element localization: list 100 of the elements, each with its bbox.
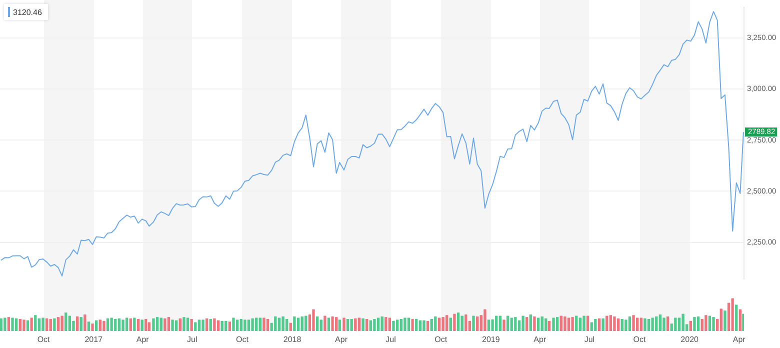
bar [247,320,250,331]
bar [491,319,494,331]
bar [274,316,277,331]
bar [148,322,150,331]
bar [369,320,372,331]
bar [644,318,646,331]
x-tick-label: 2018 [283,335,302,344]
bar [278,318,281,331]
bar [373,319,376,331]
bar [613,316,616,331]
bar [388,318,392,331]
bar [578,318,582,331]
bar [22,320,26,331]
bar [434,316,437,331]
bar [140,320,144,331]
x-tick-label: Jul [386,335,396,344]
bar [556,317,559,331]
bar [209,319,212,331]
x-tick-label: Oct [37,335,51,344]
bar [213,318,216,331]
bar [354,318,357,331]
bar [460,316,464,331]
bar [167,317,170,331]
bar [606,316,608,331]
bar [464,314,468,331]
bar [114,319,117,331]
bar [122,320,124,331]
bar [655,316,658,331]
x-tick-label: Oct [434,335,448,344]
bar [678,318,681,331]
bar [575,316,578,331]
bar [258,318,262,331]
bar [34,315,37,331]
bar [624,320,628,331]
bar [472,316,475,331]
bar [80,317,82,331]
bar [251,318,254,331]
bar [418,320,422,331]
bar [42,318,44,331]
annotation: 3120.46 [13,8,42,16]
bar [358,318,361,331]
bar [632,315,635,331]
bar [76,316,79,331]
bar [125,318,128,331]
bar [536,318,540,331]
bar [175,320,178,331]
bar [240,319,242,331]
bar [342,318,346,331]
bar [495,316,498,331]
bar [704,315,708,331]
bar [590,322,593,331]
bar [102,320,106,331]
bar [731,298,734,331]
bar [487,320,490,331]
bar [331,316,334,331]
bar [186,318,190,331]
bar [84,314,86,331]
bar [453,314,456,331]
bar [56,317,60,331]
bar [316,316,319,331]
bar [26,320,30,331]
bar [171,320,174,331]
bar [552,318,555,331]
bar [720,308,722,331]
bar [160,318,162,331]
bar [366,319,368,331]
bar [430,319,433,331]
bar [662,318,666,331]
bar [164,318,166,331]
bar [708,316,712,331]
bar [400,319,402,331]
bar [300,316,304,331]
bar [446,315,448,331]
bar [620,319,624,331]
bar [304,316,308,331]
bar [392,320,395,331]
bar [526,317,528,331]
bar [735,304,738,331]
bar [106,318,110,331]
bar [602,318,604,331]
bar [68,316,71,331]
bar [324,316,326,331]
bar [133,318,136,331]
bar [289,322,292,331]
bar [266,319,270,331]
x-tick-label: 2017 [84,335,104,344]
bar [693,317,696,331]
bar [220,320,224,331]
bar [533,316,536,331]
bar [244,320,246,331]
bar [658,314,662,331]
bar [456,312,460,331]
bar [404,318,406,331]
x-tick-label: Apr [335,335,348,344]
bar [636,318,639,331]
bar [415,319,418,331]
bar [255,318,258,331]
bar [293,316,296,331]
bar [689,320,692,331]
x-tick-label: Apr [136,335,150,344]
